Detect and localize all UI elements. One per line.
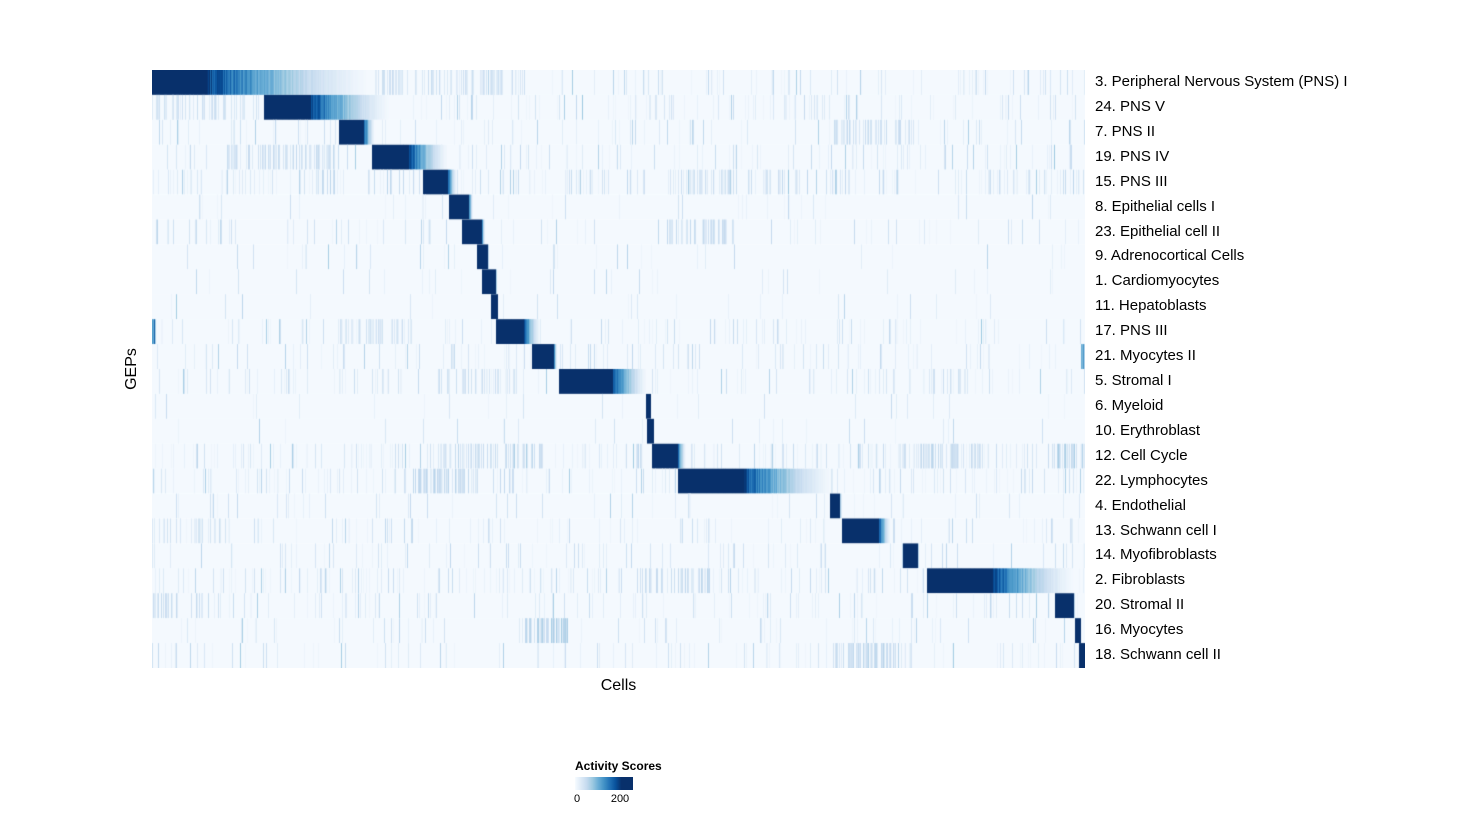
row-label: 16. Myocytes [1095, 621, 1184, 639]
row-label: 24. PNS V [1095, 97, 1166, 115]
row-label: 4. Endothelial [1095, 496, 1186, 514]
legend-gradient-bar [575, 777, 633, 790]
row-label: 6. Myeloid [1095, 396, 1164, 414]
y-axis-label: GEPs [123, 348, 141, 390]
row-label: 2. Fibroblasts [1095, 571, 1186, 589]
row-label: 3. Peripheral Nervous System (PNS) I [1095, 73, 1348, 90]
row-label: 13. Schwann cell I [1095, 521, 1217, 539]
legend-ticks: 0 200 [573, 793, 633, 807]
legend-max-label: 200 [610, 793, 630, 805]
row-label: 11. Hepatoblasts [1095, 297, 1207, 315]
row-label: 5. Stromal I [1095, 372, 1172, 389]
row-label: 23. Epithelial cell II [1095, 222, 1221, 240]
legend-min-label: 0 [573, 793, 581, 805]
legend-title: Activity Scores [575, 759, 662, 773]
row-label: 9. Adrenocortical Cells [1095, 247, 1245, 265]
row-label: 1. Cardiomyocytes [1095, 272, 1220, 290]
row-label: 8. Epithelial cells I [1095, 197, 1216, 215]
row-label: 15. PNS III [1095, 172, 1168, 190]
row-label: 21. Myocytes II [1095, 347, 1196, 365]
row-label: 19. PNS IV [1095, 147, 1170, 165]
row-label: 18. Schwann cell II [1095, 646, 1221, 664]
row-label: 20. Stromal II [1095, 596, 1185, 614]
row-label: 22. Lymphocytes [1095, 471, 1208, 489]
row-label: 14. Myofibroblasts [1095, 546, 1217, 564]
row-label: 10. Erythroblast [1095, 421, 1201, 439]
row-label: 7. PNS II [1095, 122, 1156, 140]
row-labels: 3. Peripheral Nervous System (PNS) I 24. … [1095, 70, 1445, 668]
y-axis-label-container: GEPs [118, 70, 146, 668]
row-label: 17. PNS III [1095, 322, 1168, 340]
row-label: 12. Cell Cycle [1095, 446, 1188, 464]
heatmap-canvas [152, 70, 1085, 668]
colorbar-legend: Activity Scores 0 200 [573, 759, 715, 807]
x-axis-label: Cells [600, 677, 637, 694]
